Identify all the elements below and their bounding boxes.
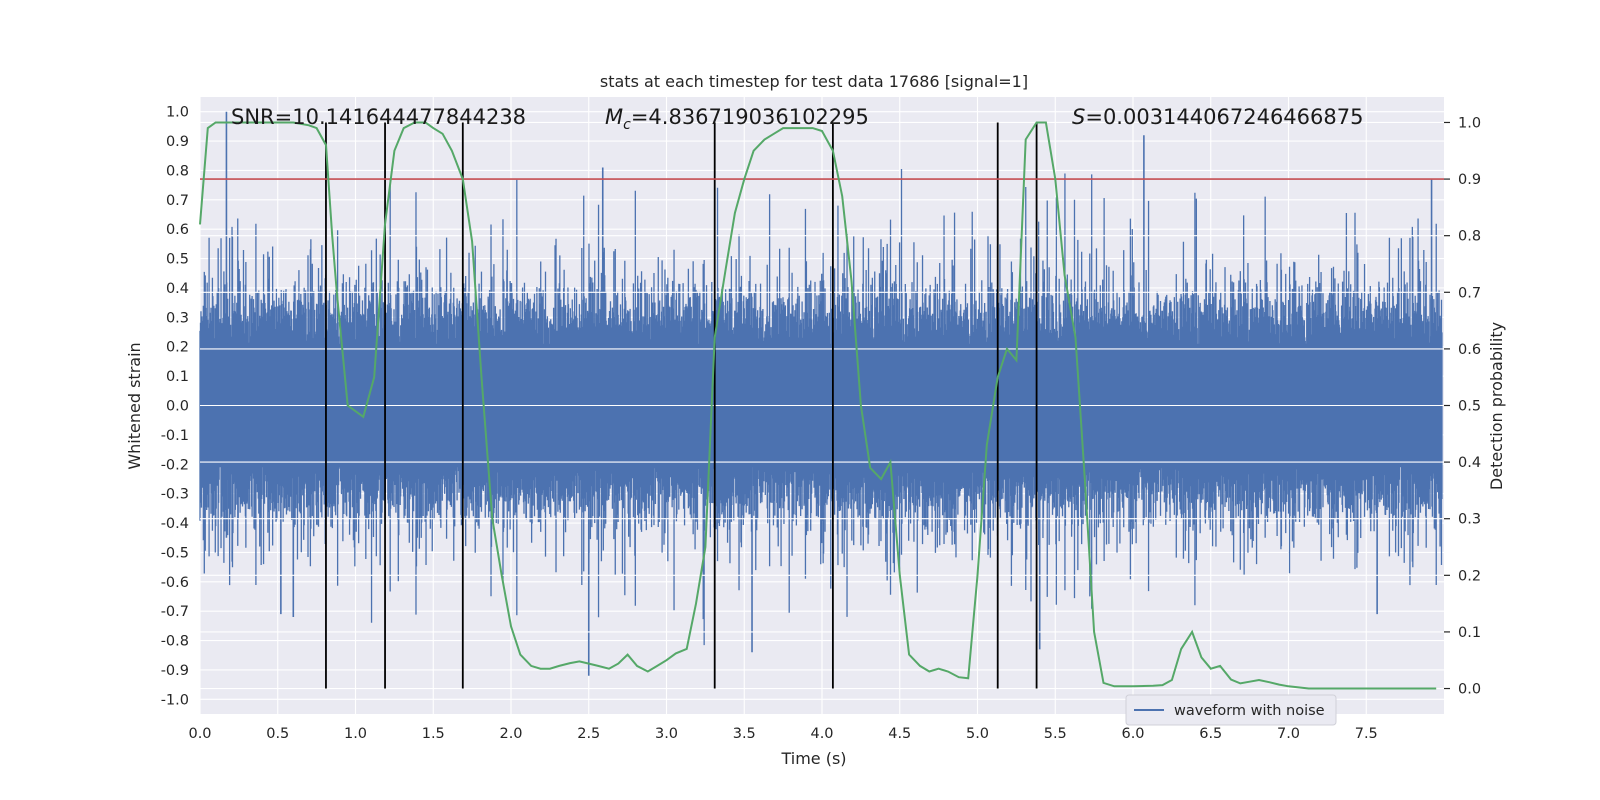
right-y-tick-label: 0.1 [1458, 625, 1481, 641]
left-y-tick-label: 0.2 [166, 340, 189, 356]
right-y-tick-label: 0.8 [1458, 229, 1481, 245]
left-y-tick-label: 0.4 [166, 281, 189, 297]
left-y-tick-label: -0.1 [161, 428, 189, 444]
chart-title: stats at each timestep for test data 176… [600, 72, 1028, 91]
left-y-tick-label: -0.4 [161, 516, 189, 532]
left-y-tick-label: 0.5 [166, 252, 189, 268]
s-value: =0.003144067246466875 [1085, 105, 1363, 129]
x-tick-label: 6.5 [1199, 726, 1222, 742]
right-y-tick-label: 0.5 [1458, 399, 1481, 415]
x-tick-label: 7.0 [1277, 726, 1300, 742]
legend-label-waveform: waveform with noise [1174, 703, 1325, 719]
x-tick-label: 6.0 [1121, 726, 1144, 742]
right-y-tick-label: 0.0 [1458, 682, 1481, 698]
x-axis-label: Time (s) [780, 749, 846, 768]
chirp-mass-value: =4.836719036102295 [631, 105, 869, 129]
chirp-mass-subscript: c [623, 117, 631, 133]
left-y-tick-label: 0.1 [166, 369, 189, 385]
legend-box [1125, 694, 1337, 726]
snr-annotation: SNR=10.141644477844238 [231, 105, 526, 129]
chirp-mass-symbol: M [605, 105, 623, 129]
probability-series [199, 121, 1437, 690]
s-annotation: S=0.003144067246466875 [1072, 105, 1363, 129]
x-tick-label: 4.0 [810, 726, 833, 742]
chirp-mass-annotation: Mc=4.836719036102295 [605, 105, 869, 133]
right-y-tick-label: 0.9 [1458, 172, 1481, 188]
left-y-tick-label: 0.6 [166, 222, 189, 238]
x-tick-label: 5.5 [1044, 726, 1067, 742]
left-y-tick-label: -0.2 [161, 457, 189, 473]
left-y-tick-label: -0.9 [161, 663, 189, 679]
x-tick-label: 4.5 [888, 726, 911, 742]
x-tick-label: 2.0 [499, 726, 522, 742]
left-y-tick-label: 0.3 [166, 310, 189, 326]
left-y-axis-label: Whitened strain [125, 342, 144, 469]
left-y-tick-label: -0.5 [161, 545, 189, 561]
legend: waveform with noise [1125, 694, 1337, 726]
left-y-tick-label: 0.0 [166, 399, 189, 415]
x-tick-label: 1.0 [344, 726, 367, 742]
left-y-tick-label: 0.8 [166, 163, 189, 179]
s-symbol: S [1072, 105, 1085, 129]
right-y-tick-label: 0.7 [1458, 285, 1481, 301]
right-y-tick-label: 0.4 [1458, 455, 1481, 471]
x-tick-label: 3.5 [733, 726, 756, 742]
right-y-tick-label: 0.2 [1458, 568, 1481, 584]
left-y-tick-label: 0.7 [166, 193, 189, 209]
left-y-tick-label: 0.9 [166, 134, 189, 150]
left-y-tick-label: -0.8 [161, 634, 189, 650]
left-y-tick-label: -0.3 [161, 487, 189, 503]
left-y-tick-label: -0.7 [161, 604, 189, 620]
x-tick-label: 5.0 [966, 726, 989, 742]
right-y-tick-label: 0.6 [1458, 342, 1481, 358]
right-y-axis-label: Detection probability [1487, 322, 1506, 490]
left-y-axis-ticks: -1.0 -0.9 -0.8 -0.7 -0.6 -0.5 -0.4 -0.3 -0.2 -0.1… [161, 105, 189, 709]
x-tick-label: 1.5 [422, 726, 445, 742]
probability-line [199, 121, 1437, 690]
x-tick-label: 0.5 [266, 726, 289, 742]
right-y-tick-label: 1.0 [1458, 115, 1481, 131]
left-y-tick-label: -1.0 [161, 692, 189, 708]
waveform-series [199, 111, 1444, 690]
x-tick-label: 0.0 [188, 726, 211, 742]
left-y-tick-label: 1.0 [166, 105, 189, 121]
x-tick-label: 3.0 [655, 726, 678, 742]
right-y-axis-ticks: 0.0 0.1 0.2 0.3 0.4 0.5 0.6 0.7 0.8 0.9 1.0 [1444, 115, 1481, 698]
x-axis-ticks: 0.0 0.5 1.0 1.5 2.0 2.5 3.0 3.5 4.0 4.5 5.0 5.5 6.0 6… [188, 726, 1377, 742]
x-tick-label: 7.5 [1355, 726, 1378, 742]
right-y-tick-label: 0.3 [1458, 512, 1481, 528]
left-y-tick-label: -0.6 [161, 575, 189, 591]
x-tick-label: 2.5 [577, 726, 600, 742]
